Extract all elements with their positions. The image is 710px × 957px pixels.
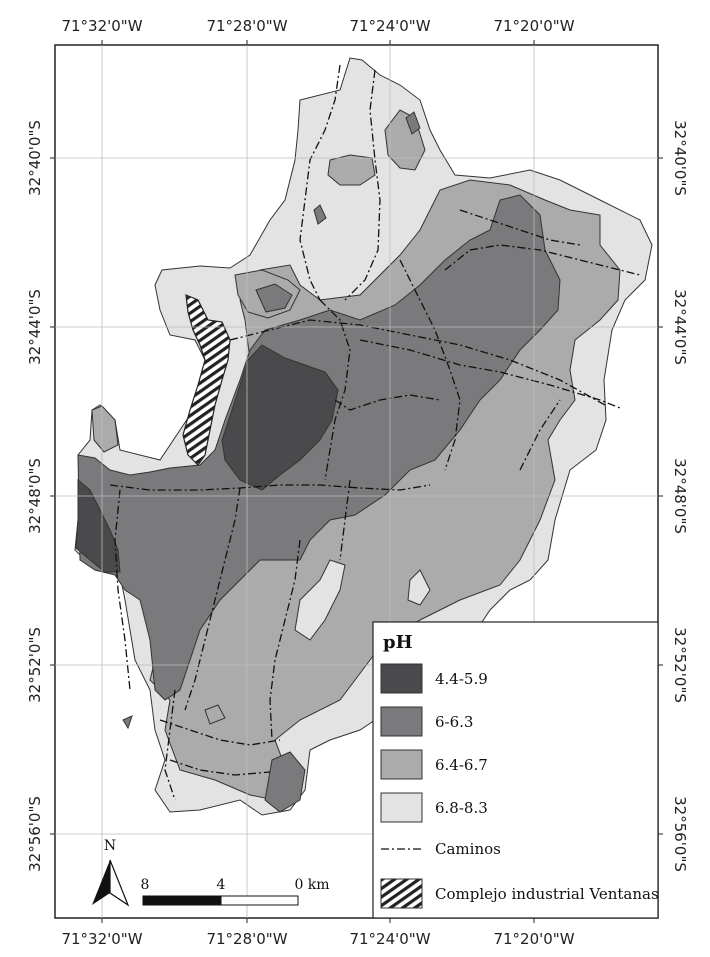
ph-zone-6-6.3-patch [313,204,327,225]
legend-label-4.4-5.9: 4.4-5.9 [435,670,488,688]
legend-swatch-6.8-8.3 [380,792,423,823]
north-arrow-icon-right [109,859,130,907]
north-label: N [104,838,116,854]
left-tick-label: 32°48'0"S [26,458,44,534]
ph-zone-6.8-8.3-patch [294,559,346,641]
ph-zone-6-6.3-patch [255,283,293,313]
top-tick-label: 71°20'0"W [493,17,574,35]
scale-label-4: 4 [217,877,226,893]
legend-swatch-6.4-6.7 [380,749,423,780]
legend: pH 4.4-5.9 6-6.3 6.4-6.7 6.8-8.3 Caminos… [372,621,659,919]
top-tick-label: 71°24'0"W [349,17,430,35]
legend-label-6.8-8.3: 6.8-8.3 [435,799,488,817]
scale-bar: 8 4 0 km [141,877,330,906]
left-tick-label: 32°40'0"S [26,120,44,196]
legend-label-industrial: Complejo industrial Ventanas [435,885,659,903]
legend-title: pH [383,632,413,653]
bottom-tick-label: 71°32'0"W [61,930,142,948]
ph-zone-4.4-5.9-coast [75,478,121,573]
ph-zone-6.4-6.7-patch [204,704,226,725]
scale-label-0-km: 0 km [294,877,329,893]
left-tick-label: 32°52'0"S [26,627,44,703]
industrial-complex-zone [182,294,231,466]
legend-label-6.4-6.7: 6.4-6.7 [435,756,488,774]
ph-zone-6-6.3-patch [405,111,421,135]
right-tick-label: 32°44'0"S [671,289,689,365]
left-tick-label: 32°56'0"S [26,796,44,872]
legend-swatch-6-6.3 [380,706,423,737]
top-tick-label: 71°28'0"W [206,17,287,35]
legend-industrial-swatch [380,878,423,909]
bottom-tick-label: 71°28'0"W [206,930,287,948]
right-tick-label: 32°56'0"S [671,796,689,872]
legend-label-roads: Caminos [435,840,501,858]
ph-zone-4.4-5.9 [221,344,339,491]
top-tick-label: 71°32'0"W [61,17,142,35]
ph-zone-6.8-8.3-patch [407,569,431,606]
bottom-tick-label: 71°20'0"W [493,930,574,948]
right-tick-label: 32°52'0"S [671,627,689,703]
legend-label-6-6.3: 6-6.3 [435,713,473,731]
right-tick-label: 32°48'0"S [671,458,689,534]
scale-label-8: 8 [141,877,150,893]
left-tick-label: 32°44'0"S [26,289,44,365]
ph-zone-6.4-6.7-patch [327,154,376,186]
north-arrow-icon [92,860,110,905]
north-arrow: N [92,838,130,907]
right-tick-label: 32°40'0"S [671,120,689,196]
legend-swatch-4.4-5.9 [380,663,423,694]
ph-zone-6-6.3-patch [264,751,306,813]
bottom-tick-label: 71°24'0"W [349,930,430,948]
island-shape [122,715,133,730]
